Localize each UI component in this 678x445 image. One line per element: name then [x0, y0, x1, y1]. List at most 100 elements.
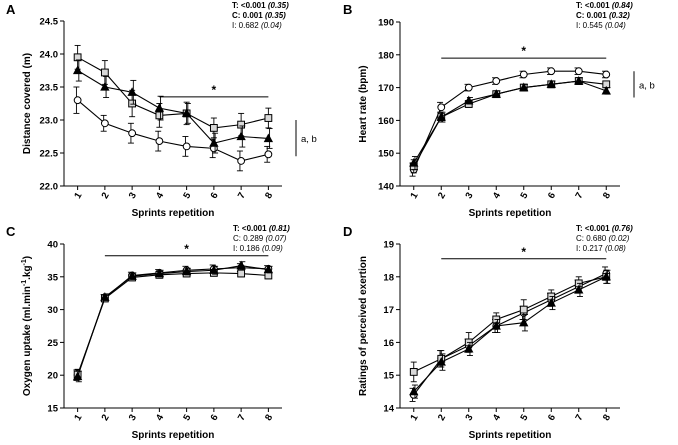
- x-tick-label: 5: [181, 190, 194, 201]
- significance-star: *: [521, 44, 526, 58]
- y-tick-label: 18: [383, 272, 394, 283]
- stat-t: T: <0.001 (0.76): [576, 224, 633, 233]
- data-point-triangle: [574, 284, 584, 294]
- data-point-triangle: [491, 89, 501, 98]
- y-axis-label: Distance covered (m): [22, 53, 33, 154]
- panel-letter: A: [6, 2, 16, 17]
- data-point-triangle: [409, 386, 419, 396]
- series-triangle: [409, 75, 611, 171]
- y-tick-label: 24.0: [40, 50, 59, 61]
- y-tick-label: 16: [383, 338, 394, 349]
- x-tick-label: 1: [72, 190, 85, 201]
- data-point-triangle: [491, 320, 501, 330]
- y-tick-label: 40: [47, 240, 58, 251]
- data-point-square: [128, 99, 137, 108]
- data-point-circle: [155, 137, 164, 146]
- data-point-square: [100, 68, 109, 77]
- data-point-triangle: [100, 292, 110, 301]
- x-axis-label: Sprints repetition: [469, 208, 552, 219]
- data-point-triangle: [127, 271, 137, 280]
- data-point-triangle: [574, 75, 584, 85]
- data-point-triangle: [263, 133, 274, 143]
- data-point-circle: [602, 70, 611, 79]
- x-axis-label: Sprints repetition: [132, 208, 215, 219]
- stat-i: I: 0.682 (0.04): [232, 21, 282, 30]
- data-point-triangle: [209, 138, 219, 147]
- series-triangle: [72, 59, 274, 154]
- data-point-circle: [100, 119, 109, 128]
- x-tick-label: 5: [518, 190, 531, 201]
- x-tick-label: 7: [236, 413, 248, 423]
- data-point-triangle: [72, 65, 83, 75]
- x-tick-label: 5: [518, 412, 531, 423]
- data-point-circle: [519, 70, 528, 79]
- series-triangle: [72, 260, 274, 383]
- x-tick-label: 2: [436, 191, 448, 201]
- series-line: [413, 80, 607, 164]
- y-tick-label: 160: [378, 116, 394, 127]
- data-point-circle: [547, 67, 556, 76]
- series-line: [77, 56, 269, 129]
- x-tick-label: 3: [463, 413, 475, 423]
- data-point-triangle: [181, 266, 192, 276]
- x-tick-label: 2: [436, 413, 448, 423]
- data-point-circle: [464, 83, 473, 92]
- y-tick-label: 22.0: [40, 182, 59, 193]
- data-point-circle: [237, 157, 246, 165]
- x-tick-label: 3: [463, 191, 475, 201]
- data-point-square: [73, 53, 82, 62]
- y-axis-label: Ratings of perceived exertion: [358, 256, 369, 396]
- stat-i: I: 0.186 (0.09): [233, 244, 283, 253]
- y-tick-label: 15: [47, 404, 58, 415]
- series-circle: [409, 67, 611, 177]
- y-axis-label: Heart rate (bpm): [358, 65, 369, 142]
- x-tick-label: 3: [127, 413, 139, 423]
- y-tick-label: 180: [378, 50, 394, 61]
- data-point-square: [264, 114, 273, 122]
- stat-t: T: <0.001 (0.35): [232, 1, 289, 10]
- x-tick-label: 2: [100, 191, 112, 201]
- stat-c: C: 0.001 (0.32): [576, 11, 630, 20]
- panel-letter: B: [343, 2, 352, 17]
- x-tick-label: 1: [408, 190, 421, 201]
- series-line: [77, 99, 269, 162]
- data-point-triangle: [519, 317, 529, 327]
- series-line: [77, 265, 269, 377]
- x-tick-label: 4: [491, 190, 504, 201]
- y-tick-label: 20: [47, 371, 58, 382]
- data-point-triangle: [100, 81, 110, 91]
- x-tick-label: 6: [546, 413, 558, 423]
- y-tick-label: 24.5: [40, 17, 59, 28]
- data-point-triangle: [409, 157, 419, 167]
- data-point-triangle: [181, 108, 192, 117]
- data-point-triangle: [519, 82, 529, 92]
- data-point-triangle: [546, 79, 556, 88]
- y-axis-label: Oxygen uptake (ml.min-1.kg-1): [21, 256, 33, 396]
- data-point-triangle: [601, 85, 611, 95]
- y-tick-label: 23.0: [40, 116, 59, 127]
- x-tick-label: 7: [236, 191, 248, 201]
- y-tick-label: 35: [47, 272, 58, 283]
- data-point-triangle: [72, 371, 83, 381]
- y-tick-label: 25: [47, 338, 58, 349]
- data-point-triangle: [436, 112, 446, 121]
- data-point-circle: [128, 129, 137, 138]
- stat-c: C: 0.289 (0.07): [233, 234, 287, 243]
- stat-c: C: 0.680 (0.02): [576, 234, 630, 243]
- x-tick-label: 6: [209, 191, 221, 201]
- stat-t: T: <0.001 (0.84): [576, 1, 633, 10]
- data-point-triangle: [154, 268, 165, 278]
- data-point-triangle: [154, 103, 165, 112]
- series-line: [77, 267, 269, 376]
- series-circle: [73, 86, 273, 172]
- series-square: [73, 44, 273, 139]
- series-square: [409, 77, 611, 174]
- stat-i: I: 0.217 (0.08): [576, 244, 626, 253]
- x-tick-label: 7: [573, 413, 585, 423]
- panel-letter: D: [343, 224, 352, 239]
- x-tick-label: 5: [181, 412, 194, 423]
- series-circle: [73, 263, 273, 381]
- x-tick-label: 8: [601, 413, 613, 423]
- y-tick-label: 140: [378, 182, 394, 193]
